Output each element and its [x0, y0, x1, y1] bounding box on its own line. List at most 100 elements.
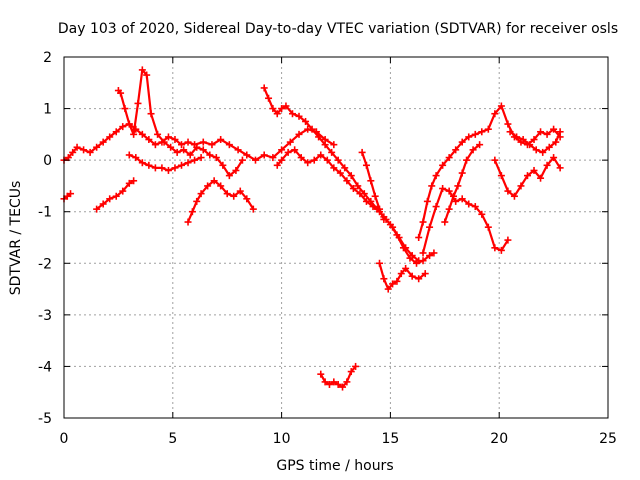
y-axis-tick-labels: -5 -4 -3 -2 -1 0 1 2 — [38, 50, 52, 427]
data-point — [380, 215, 388, 223]
data-point — [236, 187, 244, 195]
data-point — [69, 148, 77, 156]
series-sat-d — [114, 66, 246, 180]
data-point — [504, 120, 512, 128]
data-point — [286, 138, 294, 146]
data-point — [484, 223, 492, 231]
data-point — [458, 169, 466, 177]
data-point — [73, 143, 81, 151]
data-point — [106, 133, 114, 141]
data-point — [445, 187, 453, 195]
data-point — [362, 197, 370, 205]
x-tick-label: 5 — [168, 431, 177, 447]
y-tick-label: -5 — [38, 411, 52, 427]
x-tick-label: 25 — [599, 431, 617, 447]
data-point — [537, 174, 545, 182]
data-point — [532, 146, 540, 154]
data-point — [208, 141, 216, 149]
data-point — [504, 187, 512, 195]
data-point — [243, 195, 251, 203]
plot-frame — [63, 56, 609, 419]
data-point — [419, 249, 427, 257]
series-trace — [276, 148, 420, 262]
data-point — [452, 197, 460, 205]
data-point — [458, 195, 466, 203]
data-point — [145, 136, 153, 144]
data-point — [302, 117, 310, 125]
data-point — [317, 370, 325, 378]
data-point — [389, 280, 397, 288]
data-point — [452, 146, 460, 154]
data-point — [151, 141, 159, 149]
chart-title: Day 103 of 2020, Sidereal Day-to-day VTE… — [58, 21, 618, 37]
data-point — [193, 197, 201, 205]
data-point — [223, 190, 231, 198]
y-tick-label: -2 — [38, 256, 52, 272]
data-point — [178, 161, 186, 169]
data-point — [323, 156, 331, 164]
data-point — [458, 138, 466, 146]
data-point — [125, 120, 133, 128]
data-point — [186, 151, 194, 159]
data-point — [543, 161, 551, 169]
data-point — [402, 264, 410, 272]
data-point — [445, 205, 453, 213]
data-point — [408, 252, 416, 260]
data-point — [419, 218, 427, 226]
series-trace — [417, 104, 562, 239]
data-point — [397, 270, 405, 278]
data-point — [171, 136, 179, 144]
series-sat-c — [93, 177, 138, 213]
data-point — [343, 177, 351, 185]
data-point — [282, 102, 290, 110]
data-point — [395, 234, 403, 241]
data-point — [160, 138, 168, 146]
data-point — [330, 378, 338, 386]
data-point — [138, 159, 146, 167]
data-point — [310, 156, 318, 164]
data-point — [225, 141, 233, 149]
data-point — [212, 154, 220, 162]
data-point — [273, 110, 281, 118]
data-point — [291, 146, 299, 154]
data-point — [545, 143, 553, 151]
data-point — [556, 128, 564, 136]
data-point — [415, 234, 423, 241]
data-point — [430, 249, 438, 257]
y-tick-label: -3 — [38, 308, 52, 324]
series-sat-h — [273, 146, 423, 265]
data-point — [143, 71, 151, 79]
y-tick-label: -1 — [38, 205, 52, 221]
data-point — [193, 143, 201, 151]
data-point — [408, 272, 416, 280]
data-point — [471, 203, 479, 211]
data-point — [352, 362, 360, 370]
data-point — [158, 164, 166, 172]
data-point — [210, 177, 218, 185]
data-point — [238, 156, 246, 164]
data-point — [199, 146, 207, 154]
data-point — [317, 151, 325, 159]
data-point — [484, 125, 492, 133]
data-point — [130, 177, 138, 185]
data-point — [232, 166, 240, 174]
data-point — [204, 182, 212, 190]
data-point — [249, 205, 257, 213]
data-point — [184, 138, 192, 146]
data-point — [184, 218, 192, 226]
y-tick-label: -4 — [38, 359, 52, 375]
data-point — [471, 130, 479, 138]
data-point — [260, 151, 268, 159]
y-tick-label: 1 — [43, 102, 52, 118]
data-point — [506, 128, 514, 136]
data-point — [369, 203, 377, 211]
series-sat-l — [415, 102, 564, 241]
data-point — [415, 257, 423, 265]
data-point — [367, 177, 375, 185]
data-point — [191, 156, 199, 164]
data-point — [356, 190, 364, 198]
data-point — [308, 125, 316, 133]
data-point — [112, 192, 120, 200]
data-point — [513, 133, 521, 141]
data-points — [60, 66, 564, 391]
